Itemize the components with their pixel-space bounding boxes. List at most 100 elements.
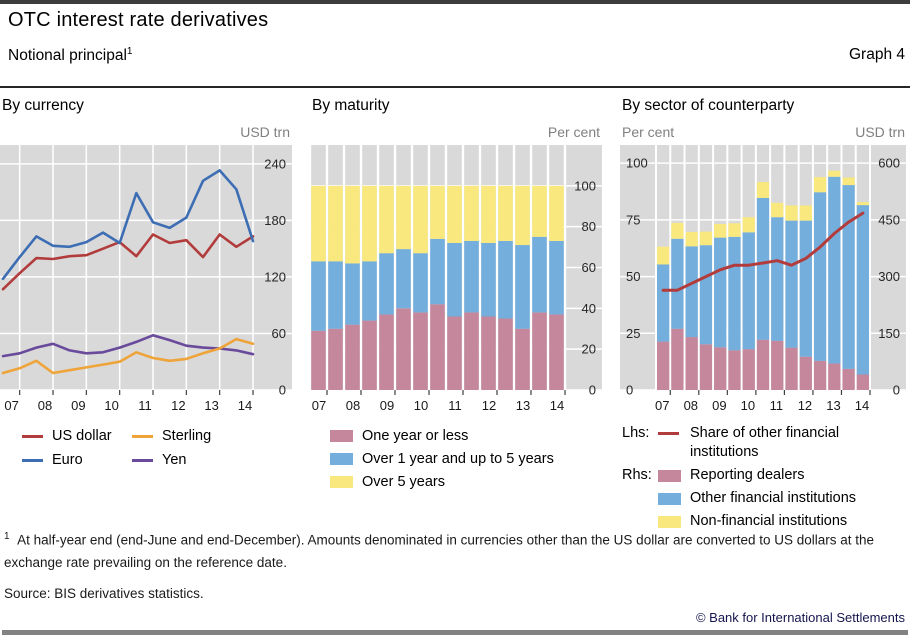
legend-item-sterling: Sterling [132,428,211,444]
svg-text:40: 40 [582,301,596,316]
bar-segment-reporting-dealers [813,360,827,390]
bar-segment-non-financial-institutions [671,222,684,239]
axis-unit-per-cent-3: Per cent [622,124,675,140]
svg-text:0: 0 [589,383,596,398]
bar-segment-non-financial-institutions [685,231,698,247]
bar-segment-other-financial-institutions [771,217,784,341]
bar-segment-one-year-or-less [413,312,428,390]
bar-segment-non-financial-institutions [771,202,784,218]
bar-segment-reporting-dealers [756,339,770,390]
bar-segment-over-5-years [396,185,411,250]
axis-unit-usd-trn-3: USD trn [855,124,905,140]
svg-text:11: 11 [138,398,152,413]
panel-title-by-sector: By sector of counterparty [622,97,795,114]
legend-item-yen: Yen [132,452,211,468]
bar-segment-reporting-dealers [771,340,784,390]
legend-prefix-rhs: Rhs: [622,467,652,483]
bar-segment-over-5-years [413,185,428,254]
bar-separators [310,145,567,390]
h-gridlines [0,163,292,391]
svg-text:13: 13 [204,398,218,413]
bar-segment-over-5-years [481,185,496,243]
bar-segment-other-financial-institutions [828,176,841,364]
bar-segment-over-1-year-and-up-to-5-years [379,253,394,315]
bar-segment-over-5-years [498,185,513,241]
bar-segment-over-1-year-and-up-to-5-years [413,253,428,313]
bar-segment-one-year-or-less [549,314,564,390]
svg-text:600: 600 [878,156,900,171]
bar-segment-reporting-dealers [785,347,798,390]
svg-text:180: 180 [264,213,286,228]
svg-text:08: 08 [684,398,698,413]
legend-item-one-year-or-less: One year or less [330,428,554,444]
legend-label-over-5: Over 5 years [362,473,445,490]
axis-labels: 0 150 300 450 600 [878,156,900,398]
graph-number-label: Graph 4 [848,46,905,63]
svg-text:13: 13 [826,398,840,413]
currency-legend: US dollar Sterling Euro Yen [22,424,211,472]
x-axis-ticks: 07 08 09 10 11 12 13 14 [312,390,566,413]
legend-label-other-financial: Other financial institutions [690,490,857,506]
legend-label-us-dollar: US dollar [52,428,112,444]
non-financial-swatch [658,516,681,528]
legend-label-sterling: Sterling [162,428,212,444]
bars-over-5-years [311,185,564,264]
legend-label-euro: Euro [52,452,83,468]
sector-legend: Lhs: Share of other financial institutio… [622,424,906,531]
bar-segment-over-1-year-and-up-to-5-years [481,243,496,317]
bar-segment-over-1-year-and-up-to-5-years [549,240,564,315]
bar-segment-reporting-dealers [742,349,755,390]
line-euro [1,169,255,281]
legend-item-over-1-to-5: Over 1 year and up to 5 years [330,451,554,467]
bar-segment-over-1-year-and-up-to-5-years [532,236,547,313]
bar-segment-over-5-years [464,185,479,241]
svg-text:12: 12 [798,398,812,413]
bar-segment-one-year-or-less [464,312,479,390]
legend-label-reporting-dealers: Reporting dealers [690,467,805,483]
bar-segment-over-5-years [311,185,326,262]
svg-text:14: 14 [855,398,869,413]
page-title: OTC interest rate derivatives [8,9,269,31]
svg-text:08: 08 [38,398,52,413]
bar-segment-non-financial-institutions [714,224,727,238]
bar-segment-over-1-year-and-up-to-5-years [362,261,377,321]
axis-labels: 0 20 40 60 80 100 [574,178,596,397]
bar-segment-reporting-dealers [699,344,713,390]
svg-text:07: 07 [4,398,18,413]
svg-text:0: 0 [626,383,633,398]
svg-text:11: 11 [770,398,784,413]
bar-segment-other-financial-institutions [813,192,827,361]
bar-segment-reporting-dealers [799,356,812,390]
bar-segment-reporting-dealers [842,368,855,390]
bar-segment-non-financial-institutions [856,202,869,206]
bar-segment-other-financial-institutions [699,245,713,345]
svg-text:07: 07 [312,398,326,413]
line-yen [1,334,255,358]
svg-text:0: 0 [893,383,900,398]
over-5-swatch [330,475,353,488]
bar-segment-one-year-or-less [515,328,530,390]
svg-text:12: 12 [482,398,496,413]
bar-segment-over-1-year-and-up-to-5-years [430,238,445,305]
bar-segment-one-year-or-less [311,330,326,390]
bar-segment-over-5-years [532,185,547,237]
sector-bar-line-chart: 07 08 09 10 11 12 13 14 0 25 50 75 100 0 150 300 450 600 [620,145,906,413]
plot-background [0,145,292,390]
svg-text:75: 75 [626,212,640,227]
bar-segment-reporting-dealers [685,337,698,390]
bar-segment-other-financial-institutions [756,197,770,340]
bar-segment-non-financial-institutions [728,223,741,237]
footnote-marker: 1 [126,46,133,57]
svg-text:60: 60 [272,326,286,341]
maturity-legend: One year or less Over 1 year and up to 5… [330,424,554,493]
bar-segment-over-1-year-and-up-to-5-years [311,261,326,331]
bars-non-financial-institutions [657,170,869,265]
bar-segment-other-financial-institutions [856,205,869,375]
svg-text:10: 10 [104,398,118,413]
bar-segment-over-5-years [515,185,530,246]
bars-one-year-or-less [311,304,564,390]
bar-segment-over-5-years [362,185,377,262]
axis-labels: 0 60 120 180 240 [264,156,286,397]
bar-segment-one-year-or-less [396,308,411,390]
axis-labels: 0 25 50 75 100 [626,156,648,398]
